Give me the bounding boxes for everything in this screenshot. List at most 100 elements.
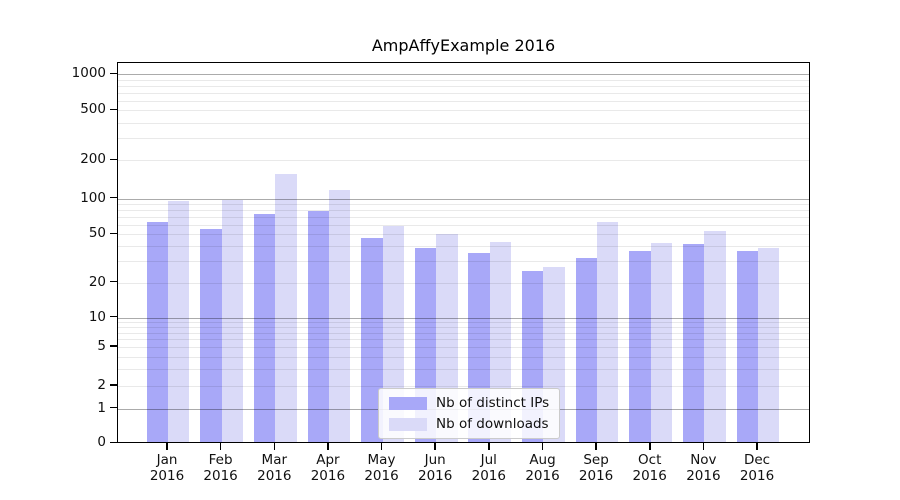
bar-distinct-ips xyxy=(361,237,383,442)
y-tick xyxy=(110,441,117,444)
gridline-minor xyxy=(118,204,809,206)
x-tick-month: Sep xyxy=(583,452,609,468)
x-tick xyxy=(756,443,758,450)
x-tick-label: Jan 2016 xyxy=(125,452,209,484)
bar-distinct-ips xyxy=(307,210,329,442)
gridline-minor xyxy=(118,234,809,236)
x-tick-month: Oct xyxy=(638,452,662,468)
y-tick xyxy=(110,72,117,74)
bar-downloads xyxy=(704,231,726,442)
x-tick-month: Nov xyxy=(690,452,717,468)
y-tick-label: 500 xyxy=(80,101,106,118)
gridline-minor xyxy=(118,332,809,334)
x-tick-year: 2016 xyxy=(149,468,185,484)
bar-distinct-ips xyxy=(253,214,276,442)
gridline-minor xyxy=(118,217,809,218)
x-tick-label: May 2016 xyxy=(340,452,424,484)
x-tick-year: 2016 xyxy=(739,468,775,484)
bar-downloads xyxy=(168,200,190,442)
y-tick-label: 10 xyxy=(88,308,106,325)
x-tick-year: 2016 xyxy=(686,468,721,484)
bar-distinct-ips xyxy=(736,251,758,442)
gridline-minor xyxy=(118,327,809,329)
legend-entry: Nb of downloads xyxy=(389,416,549,432)
bar-distinct-ips xyxy=(575,257,598,442)
chart-title: AmpAffyExample 2016 xyxy=(371,36,556,55)
gridline-minor xyxy=(118,356,809,358)
bar-distinct-ips xyxy=(200,229,222,442)
x-tick-label: Jun 2016 xyxy=(393,452,477,484)
x-tick xyxy=(702,443,705,450)
bar-downloads xyxy=(597,222,619,442)
y-tick xyxy=(110,384,117,386)
bar-downloads xyxy=(328,189,351,442)
x-tick-month: May xyxy=(367,452,396,468)
legend: Nb of distinct IPs Nb of downloads xyxy=(378,388,561,439)
gridline-minor xyxy=(118,368,809,370)
x-tick-month: Apr xyxy=(316,452,340,468)
x-tick xyxy=(488,443,490,450)
plot-area: Nb of distinct IPs Nb of downloads xyxy=(117,62,810,443)
y-tick-label: 20 xyxy=(88,273,106,290)
x-tick xyxy=(273,443,275,450)
x-tick-month: Feb xyxy=(208,452,233,468)
legend-label: Nb of downloads xyxy=(436,416,549,432)
y-tick-label: 1000 xyxy=(71,65,106,82)
gridline-minor xyxy=(118,92,809,94)
gridline-minor xyxy=(118,246,809,248)
y-tick xyxy=(110,280,117,283)
gridline-minor xyxy=(118,347,809,348)
x-tick xyxy=(541,443,544,450)
x-tick-year: 2016 xyxy=(364,468,399,484)
x-tick xyxy=(166,443,168,450)
x-tick-label: Dec 2016 xyxy=(715,452,799,484)
gridline-minor xyxy=(118,282,809,284)
legend-label: Nb of distinct IPs xyxy=(436,395,550,411)
x-tick-year: 2016 xyxy=(632,468,667,484)
gridline-minor xyxy=(118,339,809,341)
x-tick-label: Nov 2016 xyxy=(661,452,745,484)
y-tick-label: 2 xyxy=(97,377,106,393)
x-tick-year: 2016 xyxy=(418,468,453,484)
x-tick-label: Mar 2016 xyxy=(232,452,316,484)
y-tick xyxy=(110,315,117,318)
y-tick xyxy=(110,232,117,235)
x-tick-month: Aug xyxy=(529,452,556,468)
gridline-minor xyxy=(118,210,809,212)
gridline-minor xyxy=(118,100,809,102)
gridline-minor xyxy=(118,160,809,162)
x-tick-year: 2016 xyxy=(525,468,560,484)
x-tick xyxy=(595,443,597,450)
x-tick-year: 2016 xyxy=(203,468,238,484)
y-tick-label: 50 xyxy=(88,225,106,242)
x-tick xyxy=(649,443,651,450)
y-tick-label: 5 xyxy=(97,338,106,354)
bar-distinct-ips xyxy=(682,244,705,442)
gridline-minor xyxy=(118,79,809,81)
bar-distinct-ips xyxy=(629,251,651,442)
bar-downloads xyxy=(757,248,780,442)
x-tick xyxy=(327,443,329,450)
x-tick-year: 2016 xyxy=(471,468,506,484)
y-tick xyxy=(110,108,117,110)
y-tick-label: 100 xyxy=(80,189,106,206)
x-tick-label: Oct 2016 xyxy=(608,452,692,484)
x-tick-year: 2016 xyxy=(310,468,346,484)
x-tick-month: Dec xyxy=(743,452,771,468)
legend-entry: Nb of distinct IPs xyxy=(389,395,549,411)
x-tick-label: Apr 2016 xyxy=(286,452,370,484)
gridline-minor xyxy=(118,122,809,124)
gridline-major xyxy=(118,317,809,319)
x-tick xyxy=(434,443,436,450)
gridline-minor xyxy=(118,224,809,226)
bar-distinct-ips xyxy=(146,222,168,442)
gridline-minor xyxy=(118,110,809,112)
gridline-minor xyxy=(118,322,809,324)
x-tick-month: Jun xyxy=(424,452,446,468)
gridline-minor xyxy=(118,386,809,387)
y-tick xyxy=(110,345,117,347)
x-tick-label: Feb 2016 xyxy=(179,452,263,484)
gridline-minor xyxy=(118,261,809,263)
x-tick-month: Jul xyxy=(480,452,497,468)
